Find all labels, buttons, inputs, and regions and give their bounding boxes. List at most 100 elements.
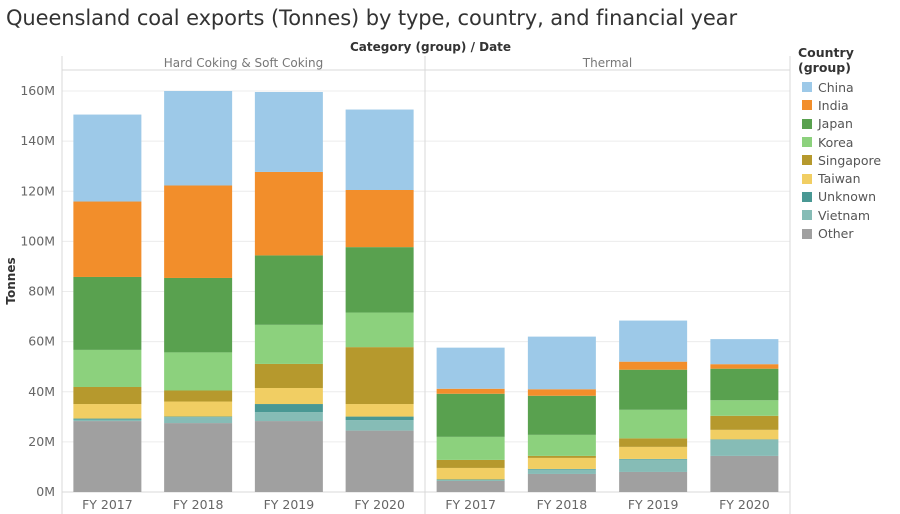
bar-segment-india[interactable] <box>73 201 142 277</box>
bar-segment-india[interactable] <box>164 185 233 278</box>
bar-segment-china[interactable] <box>345 109 414 190</box>
bar-segment-unknown[interactable] <box>164 416 233 418</box>
bar-segment-singapore[interactable] <box>164 390 233 402</box>
y-tick-label: 100M <box>20 233 55 248</box>
bar-segment-india[interactable] <box>254 171 323 256</box>
legend-label: Japan <box>818 116 853 132</box>
legend-item-singapore[interactable]: Singapore <box>798 151 900 169</box>
bar-segment-korea[interactable] <box>254 324 323 364</box>
bar-segment-india[interactable] <box>710 364 779 369</box>
bar-segment-taiwan[interactable] <box>345 404 414 417</box>
legend-item-unknown[interactable]: Unknown <box>798 188 900 206</box>
bar-segment-vietnam[interactable] <box>73 419 142 422</box>
bar-segment-taiwan[interactable] <box>73 404 142 419</box>
bar-segment-unknown[interactable] <box>436 479 505 480</box>
bar-segment-taiwan[interactable] <box>619 446 688 459</box>
bar-segment-singapore[interactable] <box>527 455 596 458</box>
bar-segment-other[interactable] <box>164 423 233 492</box>
bar-segment-other[interactable] <box>254 421 323 492</box>
legend-item-india[interactable]: India <box>798 96 900 114</box>
bar-segment-unknown[interactable] <box>619 458 688 460</box>
bar-segment-taiwan[interactable] <box>164 401 233 417</box>
bar-segment-japan[interactable] <box>527 395 596 435</box>
legend-item-taiwan[interactable]: Taiwan <box>798 169 900 187</box>
bar-segment-vietnam[interactable] <box>619 459 688 472</box>
bar-segment-unknown[interactable] <box>345 416 414 421</box>
x-tick-label: FY 2017 <box>445 497 496 512</box>
bar-segment-vietnam[interactable] <box>436 479 505 481</box>
legend-item-china[interactable]: China <box>798 78 900 96</box>
legend-item-japan[interactable]: Japan <box>798 115 900 133</box>
bar-segment-singapore[interactable] <box>436 459 505 468</box>
bar-segment-singapore[interactable] <box>345 347 414 405</box>
bar-segment-korea[interactable] <box>527 434 596 456</box>
bar-segment-china[interactable] <box>254 92 323 172</box>
bar-segment-taiwan[interactable] <box>254 387 323 405</box>
bar-segment-india[interactable] <box>436 388 505 394</box>
legend-swatch <box>802 100 812 111</box>
bar-segment-vietnam[interactable] <box>254 412 323 422</box>
bar-segment-korea[interactable] <box>164 352 233 391</box>
bar-segment-vietnam[interactable] <box>164 417 233 424</box>
legend-item-korea[interactable]: Korea <box>798 133 900 151</box>
bar-segment-korea[interactable] <box>73 349 142 387</box>
bar-segment-taiwan[interactable] <box>710 429 779 440</box>
y-tick-label: 40M <box>28 384 55 399</box>
bar-segment-korea[interactable] <box>710 400 779 416</box>
bar-segment-other[interactable] <box>527 473 596 492</box>
legend-item-other[interactable]: Other <box>798 224 900 242</box>
bar-segment-korea[interactable] <box>619 409 688 439</box>
legend-item-vietnam[interactable]: Vietnam <box>798 206 900 224</box>
bar-segment-unknown[interactable] <box>73 418 142 420</box>
bar-segment-unknown[interactable] <box>254 404 323 413</box>
bar-segment-other[interactable] <box>619 471 688 492</box>
bar-segment-india[interactable] <box>345 189 414 248</box>
bar-segment-japan[interactable] <box>436 393 505 437</box>
bar-segment-japan[interactable] <box>710 368 779 401</box>
bar-segment-other[interactable] <box>436 480 505 492</box>
legend-label: Vietnam <box>818 207 871 223</box>
bar-segment-china[interactable] <box>73 114 142 202</box>
bar-segment-vietnam[interactable] <box>527 469 596 474</box>
bar-segment-india[interactable] <box>527 389 596 396</box>
bar-segment-japan[interactable] <box>345 247 414 313</box>
legend-swatch <box>802 191 812 202</box>
bar-segment-other[interactable] <box>710 455 779 492</box>
legend-label: Singapore <box>818 152 882 168</box>
bar-segment-korea[interactable] <box>345 312 414 348</box>
legend-title: Country (group) <box>798 45 854 75</box>
bar-segment-singapore[interactable] <box>710 415 779 430</box>
bar-segment-india[interactable] <box>619 361 688 370</box>
bar-segment-unknown[interactable] <box>527 468 596 470</box>
legend-swatch <box>802 228 812 239</box>
bar-segment-korea[interactable] <box>436 436 505 460</box>
bar-segment-singapore[interactable] <box>73 386 142 405</box>
bar-segment-vietnam[interactable] <box>345 420 414 431</box>
bar-segment-vietnam[interactable] <box>710 439 779 456</box>
legend-label: Taiwan <box>818 171 861 187</box>
bar-segment-singapore[interactable] <box>254 363 323 388</box>
bar-segment-japan[interactable] <box>73 276 142 350</box>
bar-segment-unknown[interactable] <box>710 439 779 440</box>
bar-segment-china[interactable] <box>619 320 688 362</box>
bar-segment-china[interactable] <box>710 339 779 365</box>
bar-segment-taiwan[interactable] <box>436 467 505 480</box>
chart-title: Queensland coal exports (Tonnes) by type… <box>6 6 737 30</box>
bar-segment-taiwan[interactable] <box>527 457 596 469</box>
bar-segment-japan[interactable] <box>619 369 688 410</box>
bar-segment-other[interactable] <box>73 421 142 492</box>
legend-swatch <box>802 137 812 148</box>
bar-segment-singapore[interactable] <box>619 438 688 447</box>
x-tick-label: FY 2020 <box>354 497 405 512</box>
bar-segment-china[interactable] <box>436 347 505 389</box>
bar-segment-china[interactable] <box>164 91 233 186</box>
legend-label: Korea <box>818 134 854 150</box>
bar-segment-japan[interactable] <box>254 255 323 325</box>
bar-segment-other[interactable] <box>345 430 414 492</box>
bar-segment-china[interactable] <box>527 336 596 390</box>
y-tick-label: 140M <box>20 133 55 148</box>
column-header-label: Category (group) / Date <box>350 40 512 54</box>
bar-segment-japan[interactable] <box>164 277 233 353</box>
x-tick-label: FY 2017 <box>82 497 133 512</box>
